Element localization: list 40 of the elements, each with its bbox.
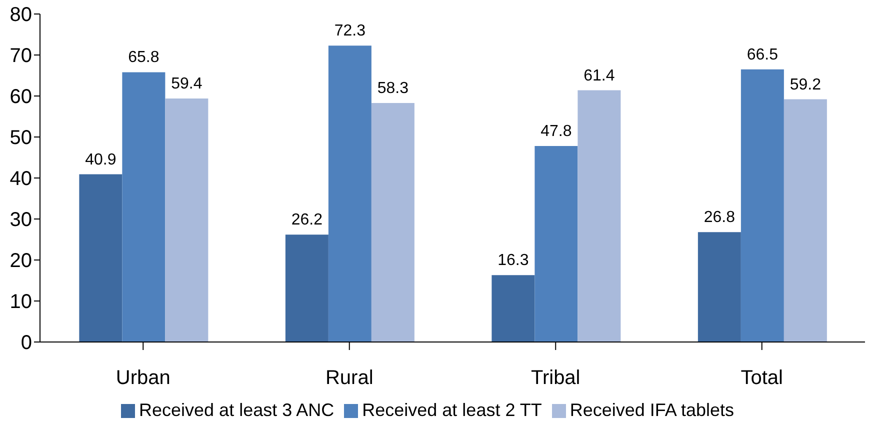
- bar: [285, 234, 328, 342]
- data-label: 16.3: [498, 252, 529, 270]
- y-tick-label: 10: [10, 291, 32, 314]
- data-label: 26.2: [291, 212, 323, 229]
- y-tick-label: 0: [20, 332, 32, 354]
- bar: [371, 102, 414, 342]
- data-label: 58.3: [377, 80, 409, 97]
- x-tick-label: Tribal: [530, 367, 580, 390]
- data-label: 26.8: [704, 209, 736, 226]
- bar: [122, 72, 166, 342]
- y-tick-label: 70: [10, 45, 32, 68]
- data-label: 61.4: [584, 67, 615, 84]
- bar: [165, 98, 208, 342]
- y-tick-label: 80: [10, 4, 32, 26]
- bar: [534, 146, 578, 342]
- x-tick-label: Urban: [116, 367, 170, 390]
- data-label: 47.8: [540, 123, 572, 140]
- data-label: 72.3: [334, 22, 366, 40]
- y-tick-label: 20: [10, 250, 32, 272]
- bar: [698, 232, 741, 342]
- bar: [578, 90, 621, 342]
- data-label: 66.5: [746, 46, 778, 64]
- bar: [328, 46, 372, 342]
- legend-label: Received at least 3 ANC: [139, 400, 334, 420]
- legend-label: Received at least 2 TT: [362, 400, 542, 420]
- legend-label: Received IFA tablets: [570, 400, 734, 420]
- y-tick-label: 50: [10, 127, 32, 150]
- x-tick-label: Rural: [325, 367, 374, 390]
- y-tick-label: 60: [10, 86, 32, 108]
- bar: [784, 99, 827, 342]
- data-label: 65.8: [128, 49, 160, 66]
- bar: [79, 174, 122, 342]
- y-tick-label: 40: [10, 168, 32, 190]
- bar: [740, 69, 784, 342]
- x-tick-label: Total: [740, 367, 783, 390]
- bar: [492, 275, 535, 342]
- y-tick-label: 30: [10, 209, 32, 232]
- data-label: 59.4: [171, 75, 202, 92]
- data-label: 59.2: [790, 76, 822, 94]
- data-label: 40.9: [85, 151, 116, 168]
